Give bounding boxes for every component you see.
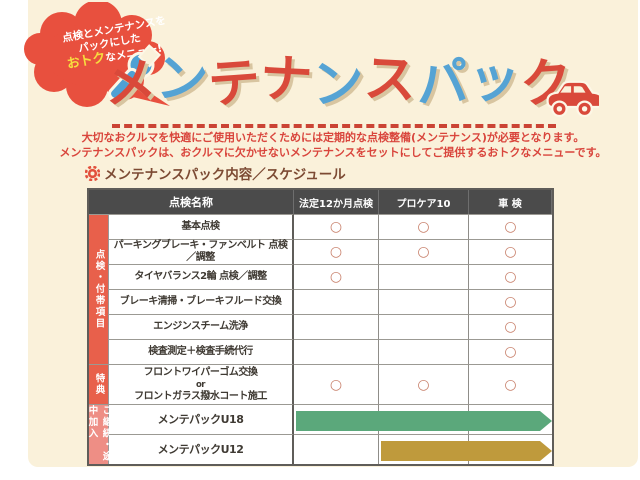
header-inspection-name: 点検名称 <box>89 190 294 214</box>
gear-icon <box>85 165 100 181</box>
row-name: タイヤバランス2輪 点検／調整 <box>109 264 294 289</box>
mark-cell: ○ <box>469 289 552 314</box>
circle-mark: ○ <box>504 269 517 285</box>
mark-cell: ○ <box>294 264 379 289</box>
mark-cell <box>294 314 379 339</box>
mark-cell: ○ <box>469 214 552 239</box>
circle-mark: ○ <box>504 344 517 360</box>
circle-mark: ○ <box>329 269 343 285</box>
pack-u18-name: メンテパックU18 <box>109 404 294 434</box>
mark-cell: ○ <box>469 364 552 404</box>
title-char: ン <box>154 48 210 112</box>
pack-u12-coverage-bar <box>381 441 552 461</box>
title-char: テ <box>206 52 263 116</box>
row-name: 検査測定＋検査手続代行 <box>109 339 294 364</box>
circle-mark: ○ <box>417 376 430 393</box>
mark-cell: ○ <box>294 364 379 404</box>
title-char: パ <box>414 52 471 116</box>
row-name: ブレーキ清掃・ブレーキフルード交換 <box>109 289 294 314</box>
circle-mark: ○ <box>417 244 430 260</box>
side-label-inspection: 点検・付帯項目 <box>89 214 109 364</box>
mark-cell <box>379 289 469 314</box>
promo-badge: 点検とメンテナンスを パックにした おトクなメニュー! <box>24 0 174 114</box>
title-char: ン <box>310 52 367 116</box>
mark-cell <box>379 264 469 289</box>
section-header: メンテナンスパック内容／スケジュール <box>85 163 346 183</box>
mark-cell <box>379 314 469 339</box>
car-icon <box>546 80 599 118</box>
mark-cell <box>379 339 469 364</box>
wrench-icon <box>108 44 162 101</box>
bar-cell <box>294 434 379 464</box>
side-label-continuation: ご継続・途中加入 <box>86 404 112 464</box>
mark-cell: ○ <box>294 214 379 239</box>
mark-cell <box>294 339 379 364</box>
mark-cell: ○ <box>379 239 469 264</box>
circle-mark: ○ <box>504 319 517 335</box>
side-label-benefit: 特典 <box>89 364 109 404</box>
mark-cell: ○ <box>469 339 552 364</box>
row-name: フロントワイパーゴム交換 or フロントガラス撥水コート施工 <box>109 364 294 404</box>
row-name: パーキングブレーキ・ファンベルト 点検／調整 <box>109 239 294 264</box>
mark-cell <box>294 289 379 314</box>
schedule-table: 点検名称 法定12か月点検 プロケア10 車 検 点検・付帯項目 基本点検 ○ … <box>87 188 554 466</box>
benefit-line2: フロントガラス撥水コート施工 <box>134 390 267 402</box>
mark-cell: ○ <box>294 239 379 264</box>
row-name: エンジンスチーム洗浄 <box>109 314 294 339</box>
circle-mark: ○ <box>504 244 517 260</box>
circle-mark: ○ <box>504 376 517 393</box>
intro-text: 大切なおクルマを快適にご使用いただくためには定期的な点検整備(メンテナンス)が必… <box>28 131 638 160</box>
page-title: メ ン テ ナ ン ス パ ッ ク <box>102 40 574 124</box>
intro-line1: 大切なおクルマを快適にご使用いただくためには定期的な点検整備(メンテナンス)が必… <box>81 131 585 144</box>
title-char: メ <box>102 52 159 116</box>
benefit-or: or <box>195 379 206 390</box>
pack-u12-name: メンテパックU12 <box>109 434 294 464</box>
title-char: ナ <box>258 48 314 112</box>
circle-mark: ○ <box>504 219 517 235</box>
circle-mark: ○ <box>417 219 430 235</box>
circle-mark: ○ <box>329 219 343 235</box>
title-char: ス <box>362 48 418 112</box>
header-12month: 法定12か月点検 <box>294 190 379 214</box>
mark-cell: ○ <box>469 239 552 264</box>
benefit-line1: フロントワイパーゴム交換 <box>143 366 258 378</box>
circle-mark: ○ <box>329 244 343 260</box>
intro-line2: メンテナンスパックは、おクルマに欠かせないメンテナンスをセットにしてご提供するお… <box>59 145 607 159</box>
badge-bubble-shape <box>24 0 170 107</box>
section-title: メンテナンスパック内容／スケジュール <box>104 167 346 183</box>
dashed-divider <box>112 124 556 128</box>
pack-u18-coverage-bar <box>296 411 552 431</box>
mark-cell: ○ <box>379 364 469 404</box>
row-name: 基本点検 <box>109 214 294 239</box>
mark-cell: ○ <box>469 314 552 339</box>
mark-cell: ○ <box>469 264 552 289</box>
header-shaken: 車 検 <box>469 190 552 214</box>
circle-mark: ○ <box>329 376 343 393</box>
header-procare10: プロケア10 <box>379 190 469 214</box>
title-char: ッ <box>466 48 522 112</box>
circle-mark: ○ <box>504 294 517 310</box>
mark-cell: ○ <box>379 214 469 239</box>
